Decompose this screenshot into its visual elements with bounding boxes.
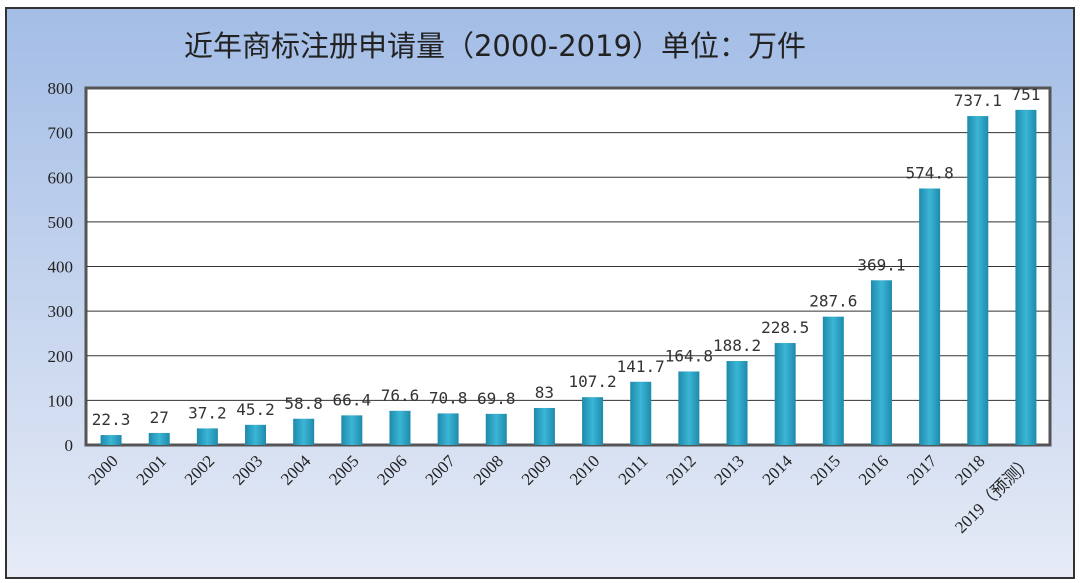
y-tick-label: 100 [48,391,74,410]
y-tick-label: 700 [48,124,74,143]
data-label: 37.2 [188,403,227,422]
data-label: 22.3 [92,410,131,429]
y-tick-label: 200 [48,347,74,366]
data-label: 188.2 [713,336,761,355]
bar [100,435,122,445]
data-label: 287.6 [809,292,857,311]
chart-title: 近年商标注册申请量（2000-2019）单位：万件 [184,29,806,63]
data-label: 45.2 [236,400,275,419]
bar [437,413,459,445]
bar [1015,109,1037,446]
y-tick-label: 400 [48,258,74,277]
data-label: 69.8 [477,389,516,408]
y-tick-label: 0 [65,436,74,455]
data-label: 141.7 [617,357,665,376]
data-label: 70.8 [429,388,468,407]
data-label: 574.8 [906,163,954,182]
data-label: 66.4 [333,390,372,409]
bar [822,316,844,445]
bar [341,415,363,445]
data-label: 228.5 [761,318,809,337]
data-label: 76.6 [381,386,420,405]
y-tick-label: 300 [48,302,74,321]
bar [485,413,507,445]
data-label: 751 [1011,85,1040,104]
bar [630,381,652,445]
data-label: 107.2 [568,372,616,391]
bar [293,418,315,445]
bar [678,371,700,445]
bar [533,407,555,445]
bar [870,280,892,445]
bar [919,188,941,446]
data-label: 83 [535,383,554,402]
bar [967,116,989,445]
y-tick-label: 800 [48,79,74,98]
bar [196,428,218,445]
bar [148,432,170,445]
bar [245,424,267,445]
data-label: 737.1 [954,91,1002,110]
bar [774,343,796,445]
data-label: 27 [150,408,169,427]
data-label: 369.1 [857,255,905,274]
bar [582,397,604,445]
y-tick-label: 600 [48,168,74,187]
y-tick-label: 500 [48,213,74,232]
data-label: 164.8 [665,346,713,365]
data-label: 58.8 [284,394,323,413]
bar [389,410,411,445]
bar [726,361,748,445]
